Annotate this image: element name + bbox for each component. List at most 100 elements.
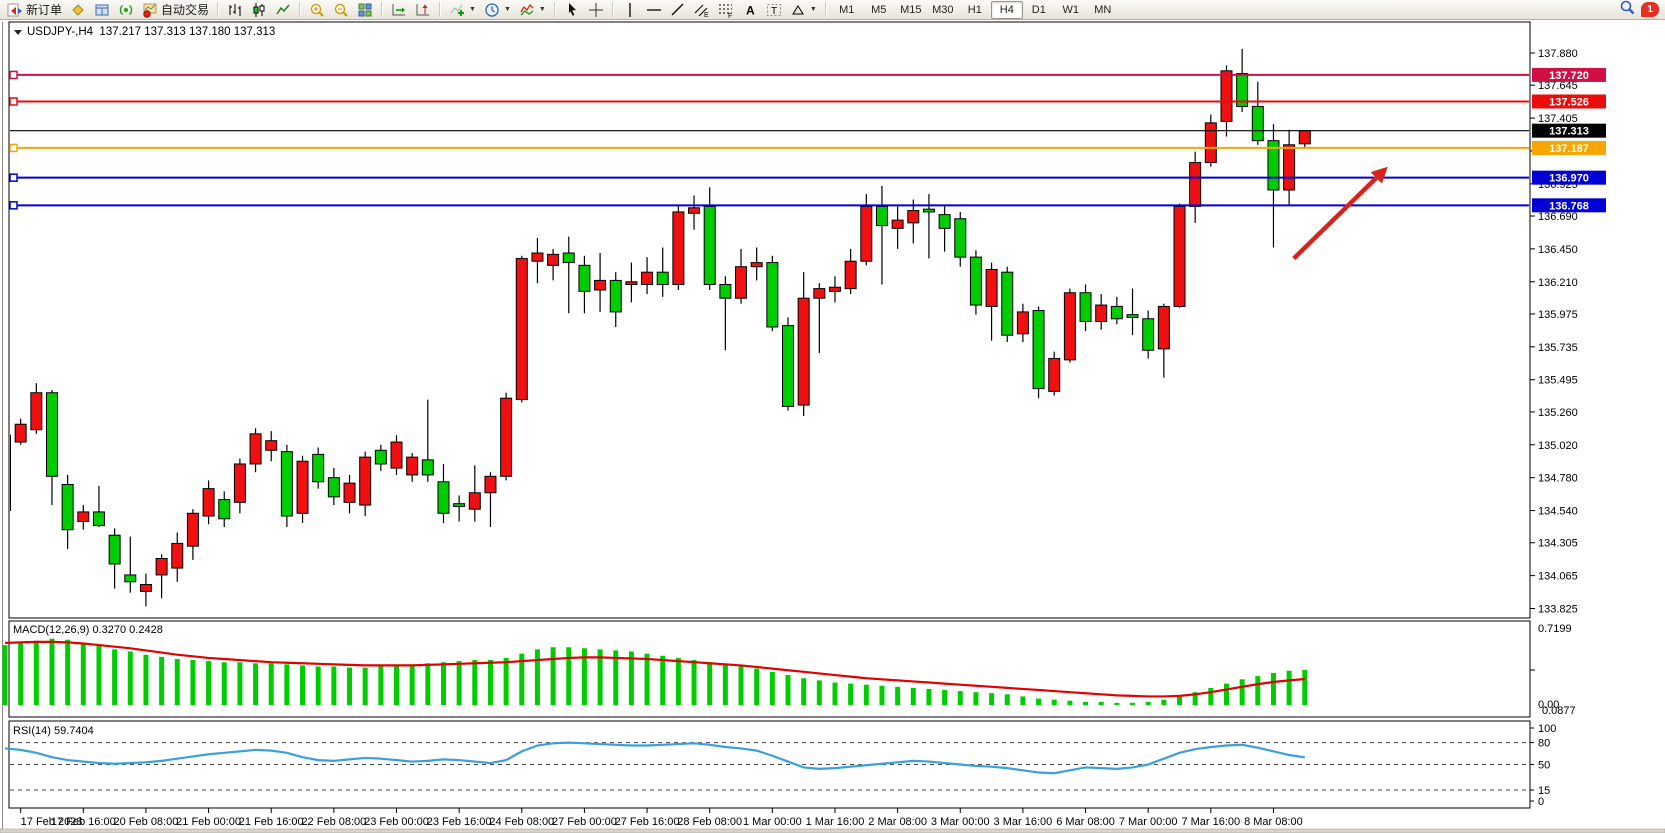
- horizontal-line-button[interactable]: [642, 0, 666, 20]
- timeframe-button-M30[interactable]: M30: [932, 3, 954, 16]
- market-watch-button[interactable]: [66, 0, 90, 20]
- time-label: 17 Feb 16:00: [51, 816, 116, 828]
- text-label-button[interactable]: T: [762, 0, 786, 20]
- shapes-dropdown-icon[interactable]: ▼: [809, 6, 817, 13]
- indicators-button[interactable]: ▼: [445, 0, 480, 20]
- symbol-dropdown-icon[interactable]: [14, 29, 22, 35]
- macd-axis-max: 0.7199: [1538, 623, 1572, 635]
- svg-text:133.825: 133.825: [1538, 603, 1578, 615]
- svg-text:136.450: 136.450: [1538, 244, 1578, 256]
- rsi-indicator: 100 80 50 150: [4, 723, 1556, 808]
- hline-handle-137.526[interactable]: [9, 97, 18, 106]
- time-label: 27 Feb 00:00: [552, 816, 617, 828]
- price-label-box: [1532, 67, 1606, 82]
- trend-arrow-annotation[interactable]: [1292, 166, 1388, 261]
- data-window-button[interactable]: [90, 0, 114, 20]
- shapes-icon: [790, 2, 806, 18]
- indicators-dropdown-icon[interactable]: ▼: [469, 6, 476, 13]
- zoom-out-button[interactable]: [329, 0, 353, 20]
- hline-handle-137.187[interactable]: [9, 143, 18, 153]
- market-watch-icon: [70, 2, 86, 18]
- timeframe-button-M15[interactable]: M15: [900, 3, 922, 16]
- toolbar-separator: [553, 2, 556, 17]
- templates-icon: [519, 2, 535, 18]
- chart-shift-button[interactable]: [411, 0, 435, 20]
- cursor-button[interactable]: [560, 0, 584, 20]
- tile-windows-button[interactable]: [353, 0, 377, 20]
- templates-dropdown-icon[interactable]: ▼: [538, 6, 546, 13]
- time-label: 20 Feb 08:00: [114, 816, 179, 828]
- price-label-box: [1532, 170, 1606, 185]
- svg-text:137.880: 137.880: [1538, 48, 1578, 60]
- price-label-137.313: 137.313: [1549, 126, 1589, 138]
- tile-windows-icon: [357, 2, 373, 18]
- new-order-icon: [7, 2, 23, 18]
- text-button[interactable]: A: [738, 0, 762, 20]
- indicators-icon: [449, 2, 465, 18]
- auto-scroll-icon: [391, 2, 407, 18]
- svg-text:137.405: 137.405: [1538, 113, 1578, 125]
- vertical-line-button[interactable]: [618, 0, 642, 20]
- svg-text:50: 50: [1538, 760, 1550, 772]
- data-window-icon: [94, 2, 110, 18]
- toolbar: 新订单 自动交易 ▼ ▼ ▼ E F A T ▼ M1 M5 M15 M30 H1 H4 D1 W1 MN 1: [0, 0, 1665, 20]
- periods-icon: [484, 2, 500, 18]
- shapes-button[interactable]: ▼: [786, 0, 821, 20]
- notification-badge[interactable]: 1: [1641, 2, 1659, 17]
- auto-scroll-button[interactable]: [387, 0, 411, 20]
- price-label-137.720: 137.720: [1549, 70, 1589, 82]
- time-label: 23 Feb 00:00: [364, 816, 429, 828]
- timeframe-button-M5[interactable]: M5: [871, 3, 887, 16]
- candle-chart-icon: [251, 2, 267, 18]
- timeframe-button-H4[interactable]: H4: [990, 0, 1023, 19]
- periods-dropdown-icon[interactable]: ▼: [503, 6, 511, 13]
- chart-title-bar[interactable]: USDJPY-,H4 137.217 137.313 137.180 137.3…: [14, 26, 275, 38]
- bar-chart-button[interactable]: [223, 0, 247, 20]
- svg-text:134.065: 134.065: [1538, 571, 1578, 583]
- timeframe-button-M1[interactable]: M1: [839, 3, 855, 16]
- autotrading-button[interactable]: 自动交易: [138, 0, 213, 20]
- zoom-in-button[interactable]: [305, 0, 329, 20]
- cursor-icon: [564, 2, 580, 18]
- time-label: 6 Mar 08:00: [1056, 816, 1115, 828]
- periods-button[interactable]: ▼: [480, 0, 515, 20]
- rsi-label: RSI(14) 59.7404: [13, 725, 94, 737]
- hline-handle-136.768[interactable]: [9, 201, 18, 210]
- timeframe-button-MN[interactable]: MN: [1094, 3, 1112, 16]
- time-label: 21 Feb 16:00: [239, 816, 304, 828]
- timeframe-button-D1[interactable]: D1: [1031, 3, 1046, 16]
- trend-line-button[interactable]: [666, 0, 690, 20]
- hline-handle-136.970[interactable]: [9, 173, 18, 182]
- price-label-137.526: 137.526: [1549, 96, 1589, 108]
- horizontal-line-icon: [646, 2, 662, 18]
- time-label: 24 Feb 08:00: [489, 816, 554, 828]
- bar-chart-icon: [227, 2, 243, 18]
- channel-button[interactable]: E: [690, 0, 714, 20]
- line-chart-button[interactable]: [271, 0, 295, 20]
- timeframe-button-H1[interactable]: H1: [967, 3, 982, 16]
- svg-text:134.540: 134.540: [1538, 506, 1578, 518]
- new-order-button[interactable]: 新订单: [3, 0, 66, 20]
- price-axis: 137.880137.645137.405137.165136.925136.6…: [1530, 48, 1578, 615]
- svg-text:134.780: 134.780: [1538, 473, 1578, 485]
- toolbar-separator: [439, 2, 442, 17]
- crosshair-icon: [588, 2, 604, 18]
- candle-chart-button[interactable]: [247, 0, 271, 20]
- fibonacci-button[interactable]: F: [714, 0, 738, 20]
- templates-button[interactable]: ▼: [515, 0, 550, 20]
- price-label-box: [1532, 94, 1606, 109]
- rsi-line: [4, 741, 1305, 775]
- time-label: 23 Feb 16:00: [427, 816, 492, 828]
- zoom-out-icon: [333, 2, 349, 18]
- toolbar-separator: [611, 2, 614, 17]
- search-icon[interactable]: [1619, 0, 1635, 20]
- svg-text:135.260: 135.260: [1538, 407, 1578, 419]
- crosshair-button[interactable]: [584, 0, 608, 20]
- price-label-137.187: 137.187: [1549, 143, 1589, 155]
- trend-line-icon: [670, 2, 686, 18]
- text-icon: A: [742, 2, 758, 18]
- hline-handle-137.720[interactable]: [9, 70, 18, 80]
- timeframe-button-W1[interactable]: W1: [1062, 3, 1080, 16]
- navigator-button[interactable]: [114, 0, 138, 20]
